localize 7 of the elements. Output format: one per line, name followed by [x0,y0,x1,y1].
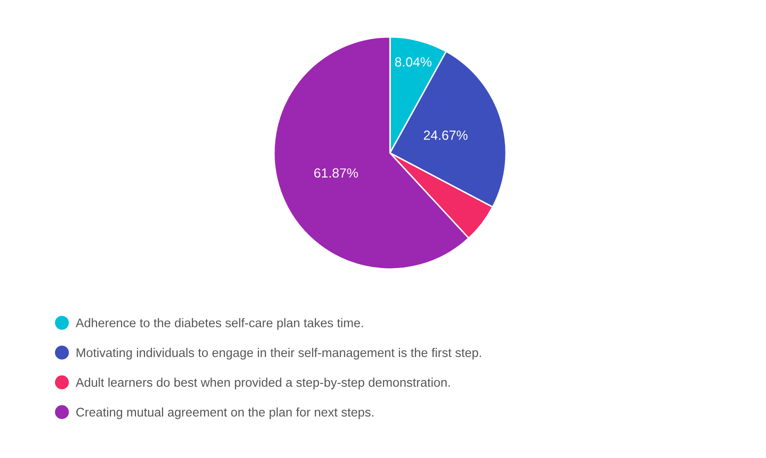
data-label: 24.67% [424,130,468,140]
data-label: 8.04% [395,57,432,67]
legend-label: Motivating individuals to engage in their self-management is the first step. [76,348,481,360]
data-label: 61.87% [314,168,358,178]
legend-label: Adherence to the diabetes self-care plan takes time. [76,318,363,330]
legend-label: Creating mutual agreement on the plan for next steps. [76,407,374,420]
legend-label: Adult learners do best when provided a step-by-step demonstration. [76,378,450,390]
